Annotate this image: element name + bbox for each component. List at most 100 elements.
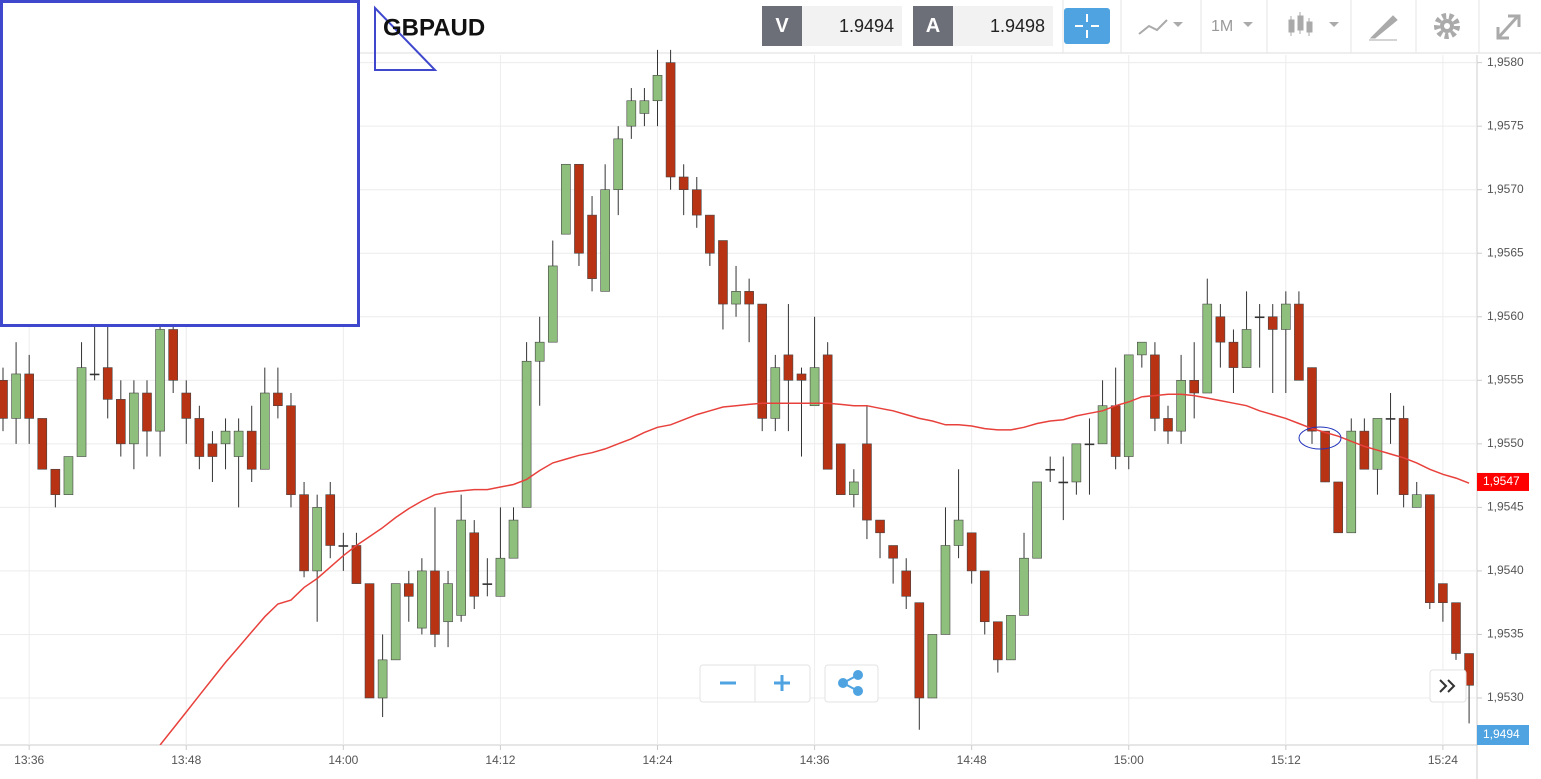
candle-body [1451,602,1461,654]
bid-tag: 1,9494 [1483,727,1520,741]
candle-body [233,430,244,457]
candle-body [979,570,990,623]
buy-label[interactable]: A [913,6,953,46]
candle-body [796,373,807,381]
x-tick-label: 14:00 [328,753,358,767]
candle-body [547,265,558,343]
zoom-in[interactable] [774,675,790,691]
candle-body [273,392,283,407]
candle-body [1267,316,1278,330]
chart-type-button[interactable] [1138,19,1183,35]
candle-type-button[interactable] [1288,12,1339,36]
x-tick-label: 13:36 [14,753,44,767]
candle-body [901,570,912,597]
candle-body [0,380,8,419]
settings-button[interactable] [1434,13,1460,39]
candle-body [24,373,34,419]
candle-body [809,367,820,407]
candle-body [1411,494,1422,508]
candle-body [744,291,754,305]
candle-body [1425,494,1435,603]
candle-body [731,291,741,305]
fullscreen-button[interactable] [1496,14,1521,40]
candle-body [102,367,113,400]
buy-price[interactable]: 1.9498 [953,6,1053,46]
candle-body [521,360,532,508]
candle-body [705,214,715,254]
y-tick-label: 1,9580 [1487,55,1524,69]
candle-body [665,62,676,178]
y-tick-label: 1,9555 [1487,372,1524,386]
candle-body [1438,583,1448,603]
candle-body [351,545,362,584]
candle-body [1359,430,1370,470]
sell-price[interactable]: 1.9494 [802,6,902,46]
chart-title: GBPAUD [383,14,485,41]
candle-body [1058,481,1069,484]
candle-body [940,545,951,635]
candle-body [1110,405,1121,457]
candle-body [1385,418,1396,420]
candle-body [299,494,309,572]
candle-body [482,583,493,585]
scroll-box [1429,669,1467,703]
share-button[interactable] [838,670,863,696]
candle-body [508,519,519,559]
candle-body [63,456,74,495]
candle-body [1032,481,1042,559]
timeframe[interactable]: 1M [1211,18,1233,35]
candle-body [1097,405,1108,445]
candle-body [116,399,126,445]
y-tick-label: 1,9570 [1487,182,1524,196]
candle-body [1123,354,1134,457]
candle-body [875,519,885,534]
candle-body [207,443,218,457]
scroll-right[interactable] [1439,679,1456,693]
crosshair-button[interactable] [1064,8,1110,44]
candle-body [718,240,728,305]
candle-body [927,634,938,699]
candle-body [652,75,663,102]
toolbar-dividers [1062,0,1480,53]
candle-body [1084,443,1095,446]
candle-body [678,176,689,190]
sell-label[interactable]: V [762,6,802,46]
y-tick-label: 1,9565 [1487,245,1524,259]
candle-body [574,163,584,254]
candle-body [155,329,165,432]
inset-pointer [374,5,438,71]
share-box [824,664,879,703]
candle-body [993,621,1003,661]
x-tick-label: 15:00 [1114,753,1144,767]
candle-body [1176,380,1186,432]
candle-body [50,468,61,495]
candle-body [1346,430,1357,534]
candle-body [37,418,48,470]
candle-body [1215,316,1226,343]
bid-tag-bg [1477,725,1529,745]
candle-body [1320,430,1330,483]
candle-body [587,214,597,279]
crosshair-icon [1075,14,1099,38]
draw-button[interactable] [1369,15,1398,41]
candle-body [430,570,440,635]
candle-body [377,659,388,699]
x-tick-label: 14:24 [642,753,672,767]
candle-body [691,189,702,216]
candle-body [1071,443,1082,483]
candle-body [286,405,296,495]
y-tick-label: 1,9545 [1487,500,1524,514]
y-tick-label: 1,9550 [1487,436,1524,450]
inset-frame [0,0,360,327]
candle-body [194,418,205,457]
candle-body [639,100,650,114]
candle-body [1294,303,1304,381]
candle-body [770,367,781,419]
candle-body [953,519,964,546]
candle-body [1150,354,1160,419]
candle-body [1228,341,1239,368]
candle-body [325,494,336,546]
candle-body [822,354,833,470]
